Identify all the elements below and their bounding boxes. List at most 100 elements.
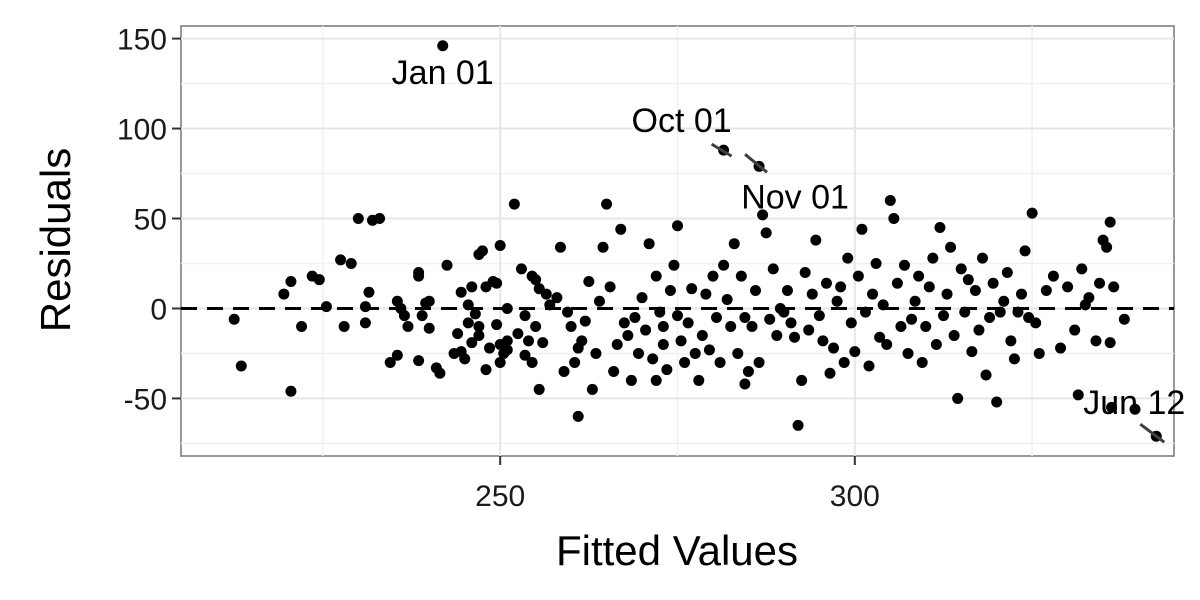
- data-point: [604, 281, 616, 293]
- data-point: [476, 245, 488, 257]
- data-point: [906, 313, 918, 325]
- data-point: [551, 292, 563, 304]
- data-point: [845, 317, 857, 329]
- data-point: [1072, 389, 1084, 401]
- x-axis-title: Fitted Values: [556, 527, 798, 574]
- data-point: [1101, 241, 1113, 253]
- data-point: [537, 337, 549, 349]
- data-point: [849, 346, 861, 358]
- data-point: [583, 275, 595, 287]
- data-point: [863, 360, 875, 372]
- data-point: [920, 320, 932, 332]
- data-point: [398, 310, 410, 322]
- data-point: [632, 347, 644, 359]
- data-point: [466, 281, 478, 293]
- data-point: [1083, 292, 1095, 304]
- data-point: [636, 292, 648, 304]
- data-point: [452, 328, 464, 340]
- data-point: [888, 213, 900, 225]
- data-point: [959, 306, 971, 318]
- data-point: [937, 310, 949, 322]
- annotation-connector: [1139, 423, 1166, 444]
- data-point: [870, 257, 882, 269]
- data-point: [881, 338, 893, 350]
- data-point: [859, 306, 871, 318]
- data-point: [1016, 288, 1028, 300]
- data-point: [569, 356, 581, 368]
- x-tick-label: 250: [475, 480, 525, 513]
- data-point: [441, 259, 453, 271]
- data-point: [416, 310, 428, 322]
- data-point: [696, 329, 708, 341]
- data-point: [679, 356, 691, 368]
- data-point: [927, 252, 939, 264]
- data-point: [806, 288, 818, 300]
- data-point: [962, 274, 974, 286]
- data-point: [728, 238, 740, 250]
- x-tick-label: 300: [830, 480, 880, 513]
- data-point: [601, 198, 613, 210]
- data-point: [1090, 335, 1102, 347]
- data-point: [831, 295, 843, 307]
- data-point: [235, 360, 247, 372]
- data-point: [374, 213, 386, 225]
- data-point: [491, 319, 503, 331]
- data-point: [515, 263, 527, 275]
- data-point: [760, 227, 772, 239]
- data-point: [402, 320, 414, 332]
- data-point: [615, 223, 627, 235]
- data-point: [1040, 284, 1052, 296]
- data-point: [934, 222, 946, 234]
- data-point: [462, 317, 474, 329]
- annotation-label: Jun 12: [1083, 384, 1185, 422]
- data-point: [1094, 277, 1106, 289]
- data-point: [384, 356, 396, 368]
- data-point: [767, 263, 779, 275]
- data-point: [796, 374, 808, 386]
- data-point: [572, 410, 584, 422]
- data-point: [838, 356, 850, 368]
- data-point: [856, 223, 868, 235]
- data-point: [902, 347, 914, 359]
- data-point: [998, 295, 1010, 307]
- data-point: [473, 329, 485, 341]
- data-point: [867, 288, 879, 300]
- data-point: [725, 320, 737, 332]
- data-point: [884, 195, 896, 207]
- data-point: [966, 346, 978, 358]
- y-tick-label: -50: [124, 383, 167, 416]
- data-point: [643, 238, 655, 250]
- data-point: [820, 277, 832, 289]
- data-point: [930, 338, 942, 350]
- data-point: [654, 306, 666, 318]
- data-point: [480, 364, 492, 376]
- data-point: [813, 310, 825, 322]
- data-point: [593, 295, 605, 307]
- data-point: [707, 270, 719, 282]
- data-point: [494, 356, 506, 368]
- data-point: [735, 270, 747, 282]
- data-point: [501, 302, 513, 314]
- data-point: [650, 270, 662, 282]
- data-point: [462, 299, 474, 311]
- y-tick-label: 0: [150, 293, 167, 326]
- data-point: [540, 288, 552, 300]
- data-point: [1106, 401, 1118, 413]
- data-point: [413, 270, 425, 282]
- data-point: [423, 322, 435, 334]
- data-point: [877, 299, 889, 311]
- data-point: [664, 284, 676, 296]
- data-point: [650, 374, 662, 386]
- data-point: [750, 284, 762, 296]
- data-point: [842, 252, 854, 264]
- data-point: [285, 385, 297, 397]
- data-point: [391, 349, 403, 361]
- data-point: [781, 284, 793, 296]
- data-point: [530, 320, 542, 332]
- data-point: [789, 331, 801, 343]
- data-point: [597, 241, 609, 253]
- data-point: [469, 308, 481, 320]
- data-point: [437, 40, 449, 52]
- data-point: [739, 378, 751, 390]
